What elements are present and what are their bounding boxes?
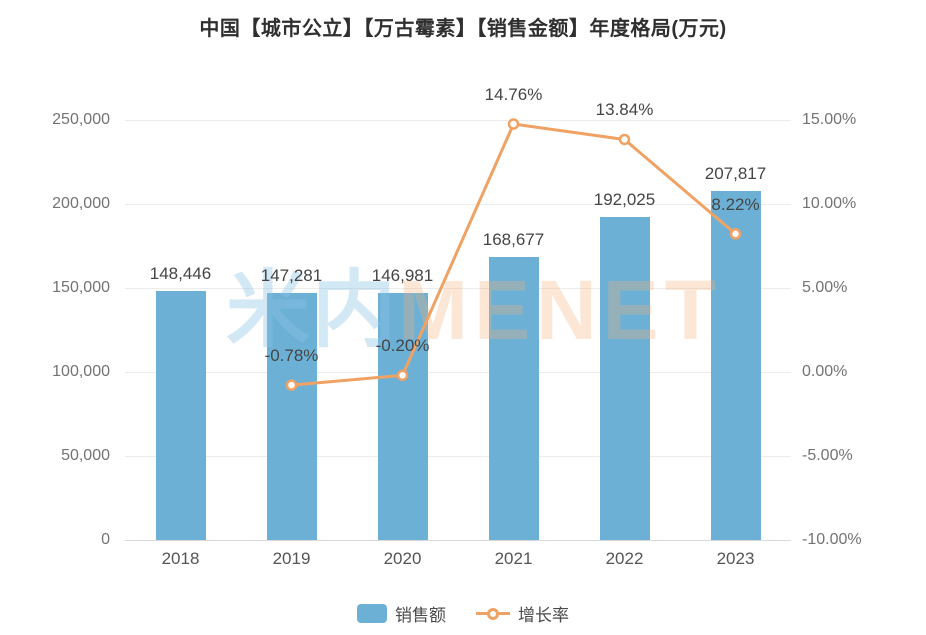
legend-circle-icon: [487, 607, 499, 620]
legend-line-swatch-icon: [476, 604, 510, 623]
left-axis-tick: 250,000: [52, 111, 110, 128]
left-axis-tick: 150,000: [52, 279, 110, 296]
x-axis-label: 2020: [383, 549, 422, 568]
line-value-label: 8.22%: [711, 194, 760, 214]
bar-value-label: 147,281: [260, 265, 323, 285]
right-axis-tick: -10.00%: [802, 531, 862, 548]
gridline: [125, 119, 791, 121]
x-axis-label: 2019: [272, 549, 311, 568]
x-axis-label: 2023: [716, 549, 755, 568]
gridline: [125, 287, 791, 289]
right-axis-tick: 15.00%: [802, 111, 857, 128]
left-axis-tick: 0: [101, 531, 110, 548]
line-marker-2020[interactable]: [396, 369, 409, 382]
left-axis-tick: 50,000: [61, 447, 110, 464]
line-marker-2023[interactable]: [729, 228, 742, 240]
x-axis-label: 2022: [605, 549, 644, 568]
legend: 销售额 增长率: [0, 601, 926, 626]
bar-2019[interactable]: [266, 292, 317, 540]
right-axis-tick: 10.00%: [802, 195, 857, 212]
right-axis-tick: 0.00%: [802, 363, 848, 380]
x-axis-label: 2018: [161, 549, 200, 568]
bar-value-label: 148,446: [149, 263, 212, 283]
legend-item-bar[interactable]: 销售额: [357, 601, 446, 626]
bar-value-label: 168,677: [482, 229, 545, 249]
right-axis-tick: -5.00%: [802, 447, 853, 464]
right-axis-tick: 5.00%: [802, 279, 848, 296]
bar-value-label: 192,025: [593, 190, 656, 210]
line-marker-2021[interactable]: [507, 118, 520, 130]
legend-bar-swatch-icon: [357, 604, 387, 623]
legend-item-line[interactable]: 增长率: [476, 601, 569, 626]
line-value-label: 13.84%: [595, 100, 654, 120]
x-axis-label: 2021: [494, 549, 533, 568]
x-axis-line: [125, 539, 791, 541]
legend-label: 销售额: [395, 606, 446, 625]
left-axis-tick: 100,000: [52, 363, 110, 380]
chart-title: 中国【城市公立】【万古霉素】【销售金额】年度格局(万元): [199, 18, 727, 40]
bar-value-label: 207,817: [704, 163, 767, 183]
bar-2022[interactable]: [599, 217, 650, 540]
bar-value-label: 146,981: [371, 266, 434, 286]
left-axis-tick: 200,000: [52, 195, 110, 212]
line-marker-2019[interactable]: [285, 379, 298, 391]
bar-2018[interactable]: [155, 290, 206, 540]
line-value-label: -0.78%: [264, 346, 319, 366]
line-value-label: -0.20%: [375, 336, 430, 356]
line-series: [285, 118, 742, 391]
bar-2021[interactable]: [488, 256, 539, 540]
bar-2023[interactable]: [710, 190, 761, 540]
gridline: [125, 371, 791, 373]
legend-label: 增长率: [518, 606, 569, 625]
gridline: [125, 203, 791, 205]
line-marker-2022[interactable]: [618, 133, 631, 146]
gridline: [125, 455, 791, 457]
line-value-label: 14.76%: [484, 85, 543, 105]
